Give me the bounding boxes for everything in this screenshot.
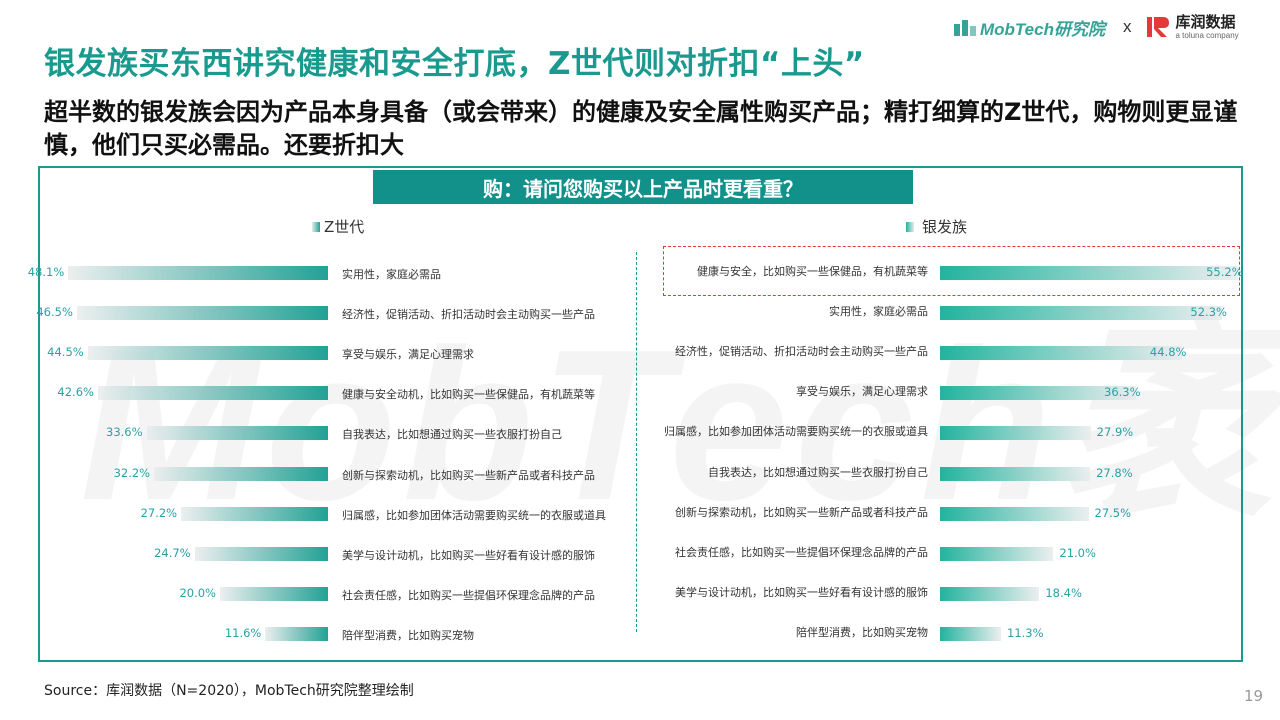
bar-silver-1 — [940, 306, 1223, 321]
bar-silver-9 — [940, 626, 1002, 641]
category-label-z-6: 归属感，比如参加团体活动需要购买统一的衣服或道具 — [342, 508, 606, 522]
value-label-silver-1: 52.3% — [1190, 305, 1227, 320]
category-label-silver-7: 社会责任感，比如购买一些提倡环保理念品牌的产品 — [675, 545, 928, 559]
legend-z-generation: Z世代 — [312, 216, 364, 237]
value-label-z-1: 46.5% — [36, 305, 73, 320]
value-label-z-3: 42.6% — [57, 385, 94, 400]
bar-z-5 — [154, 466, 328, 481]
category-label-silver-0: 健康与安全，比如购买一些保健品，有机蔬菜等 — [697, 265, 928, 278]
highlight-box — [663, 246, 1240, 296]
category-label-silver-8: 美学与设计动机，比如购买一些好看有设计感的服饰 — [675, 585, 928, 599]
category-label-z-4: 自我表达，比如想通过购买一些衣服打扮自己 — [342, 428, 562, 442]
legend-label-silver: 银发族 — [922, 218, 968, 236]
category-label-z-5: 创新与探索动机，比如购买一些新产品或者科技产品 — [342, 468, 595, 482]
bar-z-6 — [181, 506, 328, 521]
value-label-silver-2: 44.8% — [1149, 345, 1187, 360]
brand-separator: x — [1122, 17, 1132, 36]
value-label-z-5: 32.2% — [113, 465, 151, 480]
bar-z-8 — [220, 586, 328, 601]
bar-z-0 — [68, 266, 328, 280]
bar-z-3 — [97, 386, 328, 401]
value-label-silver-4: 27.9% — [1096, 425, 1134, 440]
legend-swatch-silver — [906, 221, 914, 232]
category-label-silver-9: 陪伴型消费，比如购买宠物 — [796, 625, 928, 639]
source-note: Source：库润数据（N=2020），MobTech研究院整理绘制 — [44, 683, 414, 699]
value-label-z-8: 20.0% — [179, 585, 216, 600]
value-label-z-0: 48.1% — [27, 265, 65, 279]
bar-silver-5 — [940, 466, 1091, 481]
kuerun-brand-subtext: a toluna company — [1175, 30, 1239, 40]
page-subtitle: 超半数的银发族会因为产品本身具备（或会带来）的健康及安全属性购买产品；精打细算的… — [44, 98, 1238, 159]
bar-silver-7 — [940, 546, 1054, 561]
category-label-z-8: 社会责任感，比如购买一些提倡环保理念品牌的产品 — [342, 588, 595, 602]
kuerun-logo-icon — [1145, 14, 1171, 40]
category-label-silver-6: 创新与探索动机，比如购买一些新产品或者科技产品 — [675, 505, 928, 519]
bar-z-7 — [194, 546, 328, 561]
category-label-silver-4: 归属感，比如参加团体活动需要购买统一的衣服或道具 — [664, 425, 928, 439]
category-label-silver-3: 享受与娱乐，满足心理需求 — [796, 385, 928, 399]
mobtech-brand-text: MobTech研究院 — [980, 19, 1105, 39]
value-label-silver-3: 36.3% — [1104, 385, 1141, 400]
value-label-z-6: 27.2% — [140, 505, 178, 520]
category-label-z-3: 健康与安全动机，比如购买一些保健品，有机蔬菜等 — [342, 388, 595, 402]
mobtech-logo-icon — [954, 18, 976, 36]
bar-z-1 — [76, 306, 328, 321]
kuerun-brand-text: 库润数据 — [1175, 12, 1236, 31]
chart-title: 购：请问您购买以上产品时更看重？ — [373, 170, 913, 204]
bar-silver-6 — [940, 506, 1089, 521]
value-label-silver-0: 55.2% — [1206, 265, 1243, 279]
category-label-z-2: 享受与娱乐，满足心理需求 — [342, 348, 474, 362]
value-label-z-4: 33.6% — [106, 425, 143, 440]
value-label-z-7: 24.7% — [154, 545, 191, 560]
value-label-silver-5: 27.8% — [1096, 465, 1133, 480]
bar-silver-8 — [940, 586, 1040, 601]
legend-label-z: Z世代 — [324, 218, 365, 236]
value-label-silver-9: 11.3% — [1007, 625, 1044, 640]
legend-swatch-z — [312, 221, 320, 232]
category-label-silver-2: 经济性，促销活动、折扣活动时会主动购买一些产品 — [675, 345, 928, 359]
value-label-silver-7: 21.0% — [1059, 545, 1096, 560]
category-label-silver-5: 自我表达，比如想通过购买一些衣服打扮自己 — [708, 465, 928, 479]
page-number: 19 — [1244, 687, 1264, 705]
bar-silver-3 — [940, 386, 1137, 401]
bar-z-9 — [265, 626, 328, 641]
category-label-silver-1: 实用性，家庭必需品 — [829, 305, 928, 319]
category-label-z-0: 实用性，家庭必需品 — [342, 268, 441, 281]
kuerun-brand: 库润数据 a toluna company — [1145, 12, 1239, 40]
brand-area: MobTech研究院 x 库润数据 a toluna company — [954, 12, 1239, 42]
bar-silver-4 — [940, 426, 1091, 441]
legend-silver-generation: 银发族 — [906, 216, 967, 237]
mobtech-brand: MobTech研究院 — [954, 15, 1105, 40]
value-label-z-9: 11.6% — [224, 625, 262, 640]
category-label-z-1: 经济性，促销活动、折扣活动时会主动购买一些产品 — [342, 308, 595, 322]
value-label-z-2: 44.5% — [47, 345, 84, 360]
category-label-z-9: 陪伴型消费，比如购买宠物 — [342, 628, 474, 642]
category-label-z-7: 美学与设计动机，比如购买一些好看有设计感的服饰 — [342, 548, 595, 562]
value-label-silver-6: 27.5% — [1094, 505, 1132, 520]
bar-z-4 — [146, 426, 328, 441]
chart-divider — [636, 252, 637, 632]
bar-z-2 — [87, 346, 328, 361]
bar-silver-0 — [940, 266, 1239, 280]
value-label-silver-8: 18.4% — [1045, 585, 1082, 600]
page-title: 银发族买东西讲究健康和安全打底，Z世代则对折扣“上头” — [44, 46, 865, 82]
chart-frame — [38, 166, 1243, 662]
bar-silver-2 — [940, 346, 1182, 361]
